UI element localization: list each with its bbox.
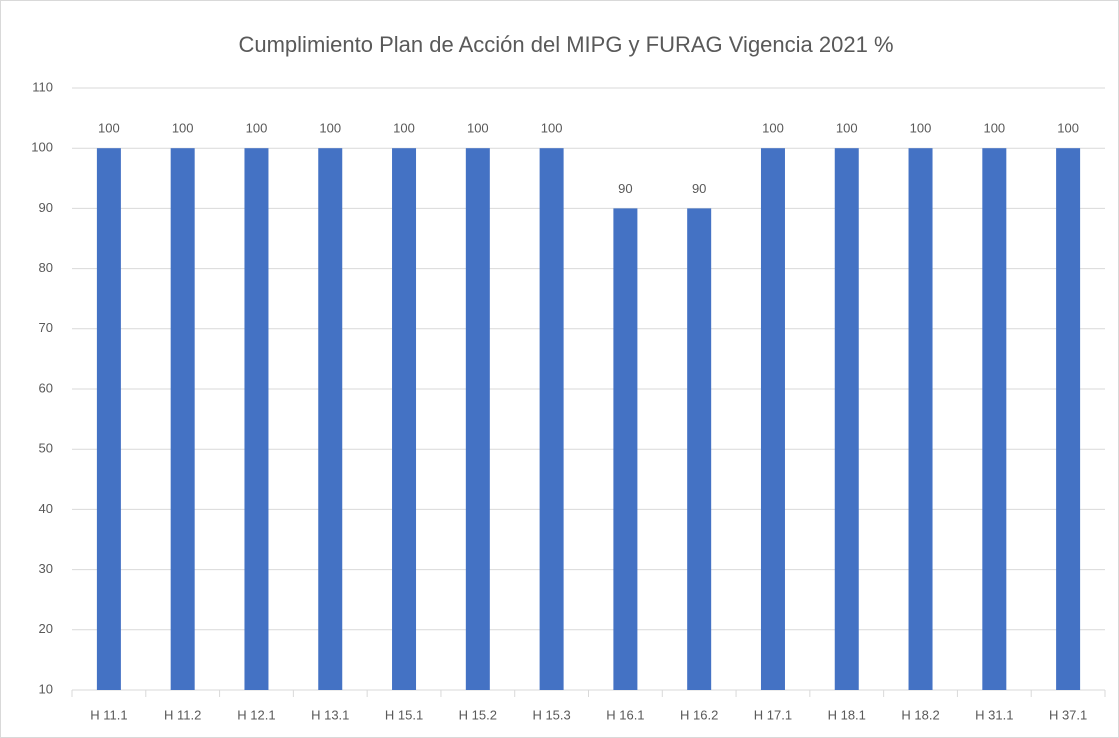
bar — [760, 148, 785, 690]
x-tick-label: H 16.2 — [680, 707, 718, 722]
data-label: 100 — [246, 121, 268, 136]
y-tick-label: 70 — [39, 320, 53, 335]
y-tick-label: 90 — [39, 200, 53, 215]
bar — [392, 148, 417, 690]
data-label: 100 — [467, 121, 489, 136]
y-tick-label: 100 — [31, 140, 53, 155]
chart-title: Cumplimiento Plan de Acción del MIPG y F… — [238, 32, 893, 57]
bar — [170, 148, 195, 690]
y-tick-label: 110 — [32, 79, 53, 94]
bar — [465, 148, 490, 690]
data-label: 100 — [393, 121, 415, 136]
data-label: 90 — [618, 181, 632, 196]
x-tick-label: H 13.1 — [311, 707, 349, 722]
x-tick-label: H 17.1 — [754, 707, 792, 722]
data-label: 100 — [1057, 121, 1079, 136]
y-tick-label: 80 — [39, 260, 53, 275]
data-label: 100 — [836, 121, 858, 136]
x-tick-label: H 15.3 — [532, 707, 570, 722]
y-tick-label: 40 — [39, 501, 53, 516]
x-tick-label: H 37.1 — [1049, 707, 1087, 722]
y-tick-label: 50 — [39, 441, 53, 456]
data-label: 100 — [172, 121, 194, 136]
x-tick-label: H 15.1 — [385, 707, 423, 722]
data-label: 100 — [319, 121, 341, 136]
data-label: 100 — [762, 121, 784, 136]
y-tick-label: 30 — [39, 561, 53, 576]
x-tick-label: H 15.2 — [459, 707, 497, 722]
x-tick-label: H 18.1 — [828, 707, 866, 722]
bar — [687, 208, 712, 690]
bar — [613, 208, 638, 690]
bar — [244, 148, 269, 690]
bar — [96, 148, 121, 690]
y-tick-label: 10 — [39, 681, 53, 696]
bar — [318, 148, 343, 690]
bar — [539, 148, 564, 690]
data-label: 100 — [541, 121, 563, 136]
bar — [908, 148, 933, 690]
data-label: 90 — [692, 181, 706, 196]
data-label: 100 — [910, 121, 932, 136]
y-tick-label: 60 — [39, 380, 53, 395]
y-tick-label: 20 — [39, 621, 53, 636]
data-label: 100 — [983, 121, 1005, 136]
bar — [982, 148, 1007, 690]
x-tick-label: H 18.2 — [901, 707, 939, 722]
bar — [834, 148, 859, 690]
x-tick-label: H 11.2 — [164, 707, 201, 722]
bar — [1056, 148, 1081, 690]
x-tick-label: H 12.1 — [237, 707, 275, 722]
data-label: 100 — [98, 121, 120, 136]
x-tick-label: H 16.1 — [606, 707, 644, 722]
x-tick-label: H 31.1 — [975, 707, 1013, 722]
x-tick-label: H 11.1 — [90, 707, 127, 722]
